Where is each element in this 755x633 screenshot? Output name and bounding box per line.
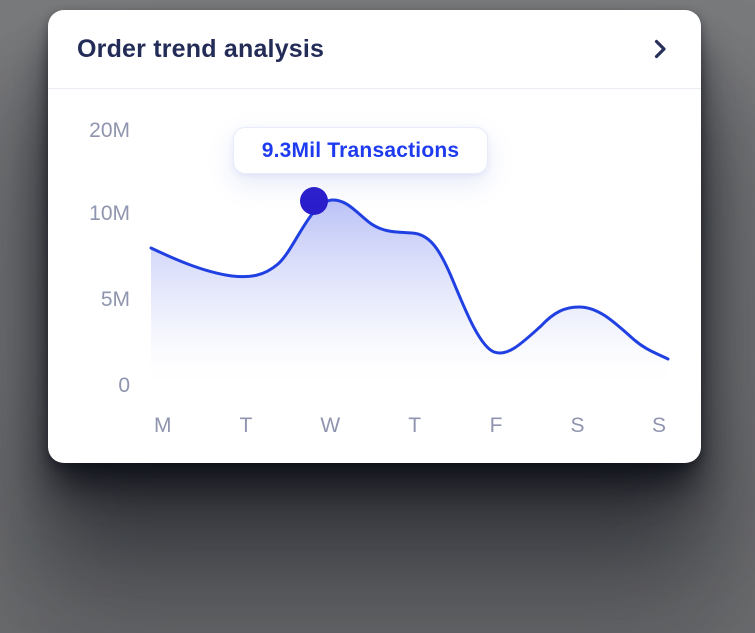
tooltip-text: 9.3Mil Transactions [261, 138, 460, 162]
trend-line [149, 198, 670, 361]
chart-area: 20M 10M 5M 0 9.3Mil Transactions M T W T… [48, 90, 701, 463]
y-tick: 10M [89, 202, 130, 225]
highlight-point-marker[interactable] [300, 187, 328, 215]
tooltip: 9.3Mil Transactions [233, 127, 488, 174]
x-tick: T [239, 414, 253, 437]
y-tick: 20M [89, 119, 130, 142]
trend-chart [149, 187, 670, 388]
expand-button[interactable] [641, 30, 679, 68]
x-tick: S [651, 414, 666, 437]
x-tick: W [320, 414, 341, 437]
card-title: Order trend analysis [77, 34, 325, 63]
y-tick: 5M [100, 288, 130, 311]
card-header: Order trend analysis [48, 10, 701, 89]
area-fill [151, 199, 668, 388]
x-axis-labels: M T W T F S S [154, 414, 666, 438]
x-tick: M [154, 414, 172, 437]
x-tick: T [408, 414, 422, 437]
x-tick: F [489, 414, 503, 437]
y-tick: 0 [118, 374, 130, 397]
order-trend-card: Order trend analysis 20M 10M 5M 0 [48, 10, 701, 463]
x-tick: S [570, 414, 585, 437]
chevron-right-icon [654, 39, 666, 59]
